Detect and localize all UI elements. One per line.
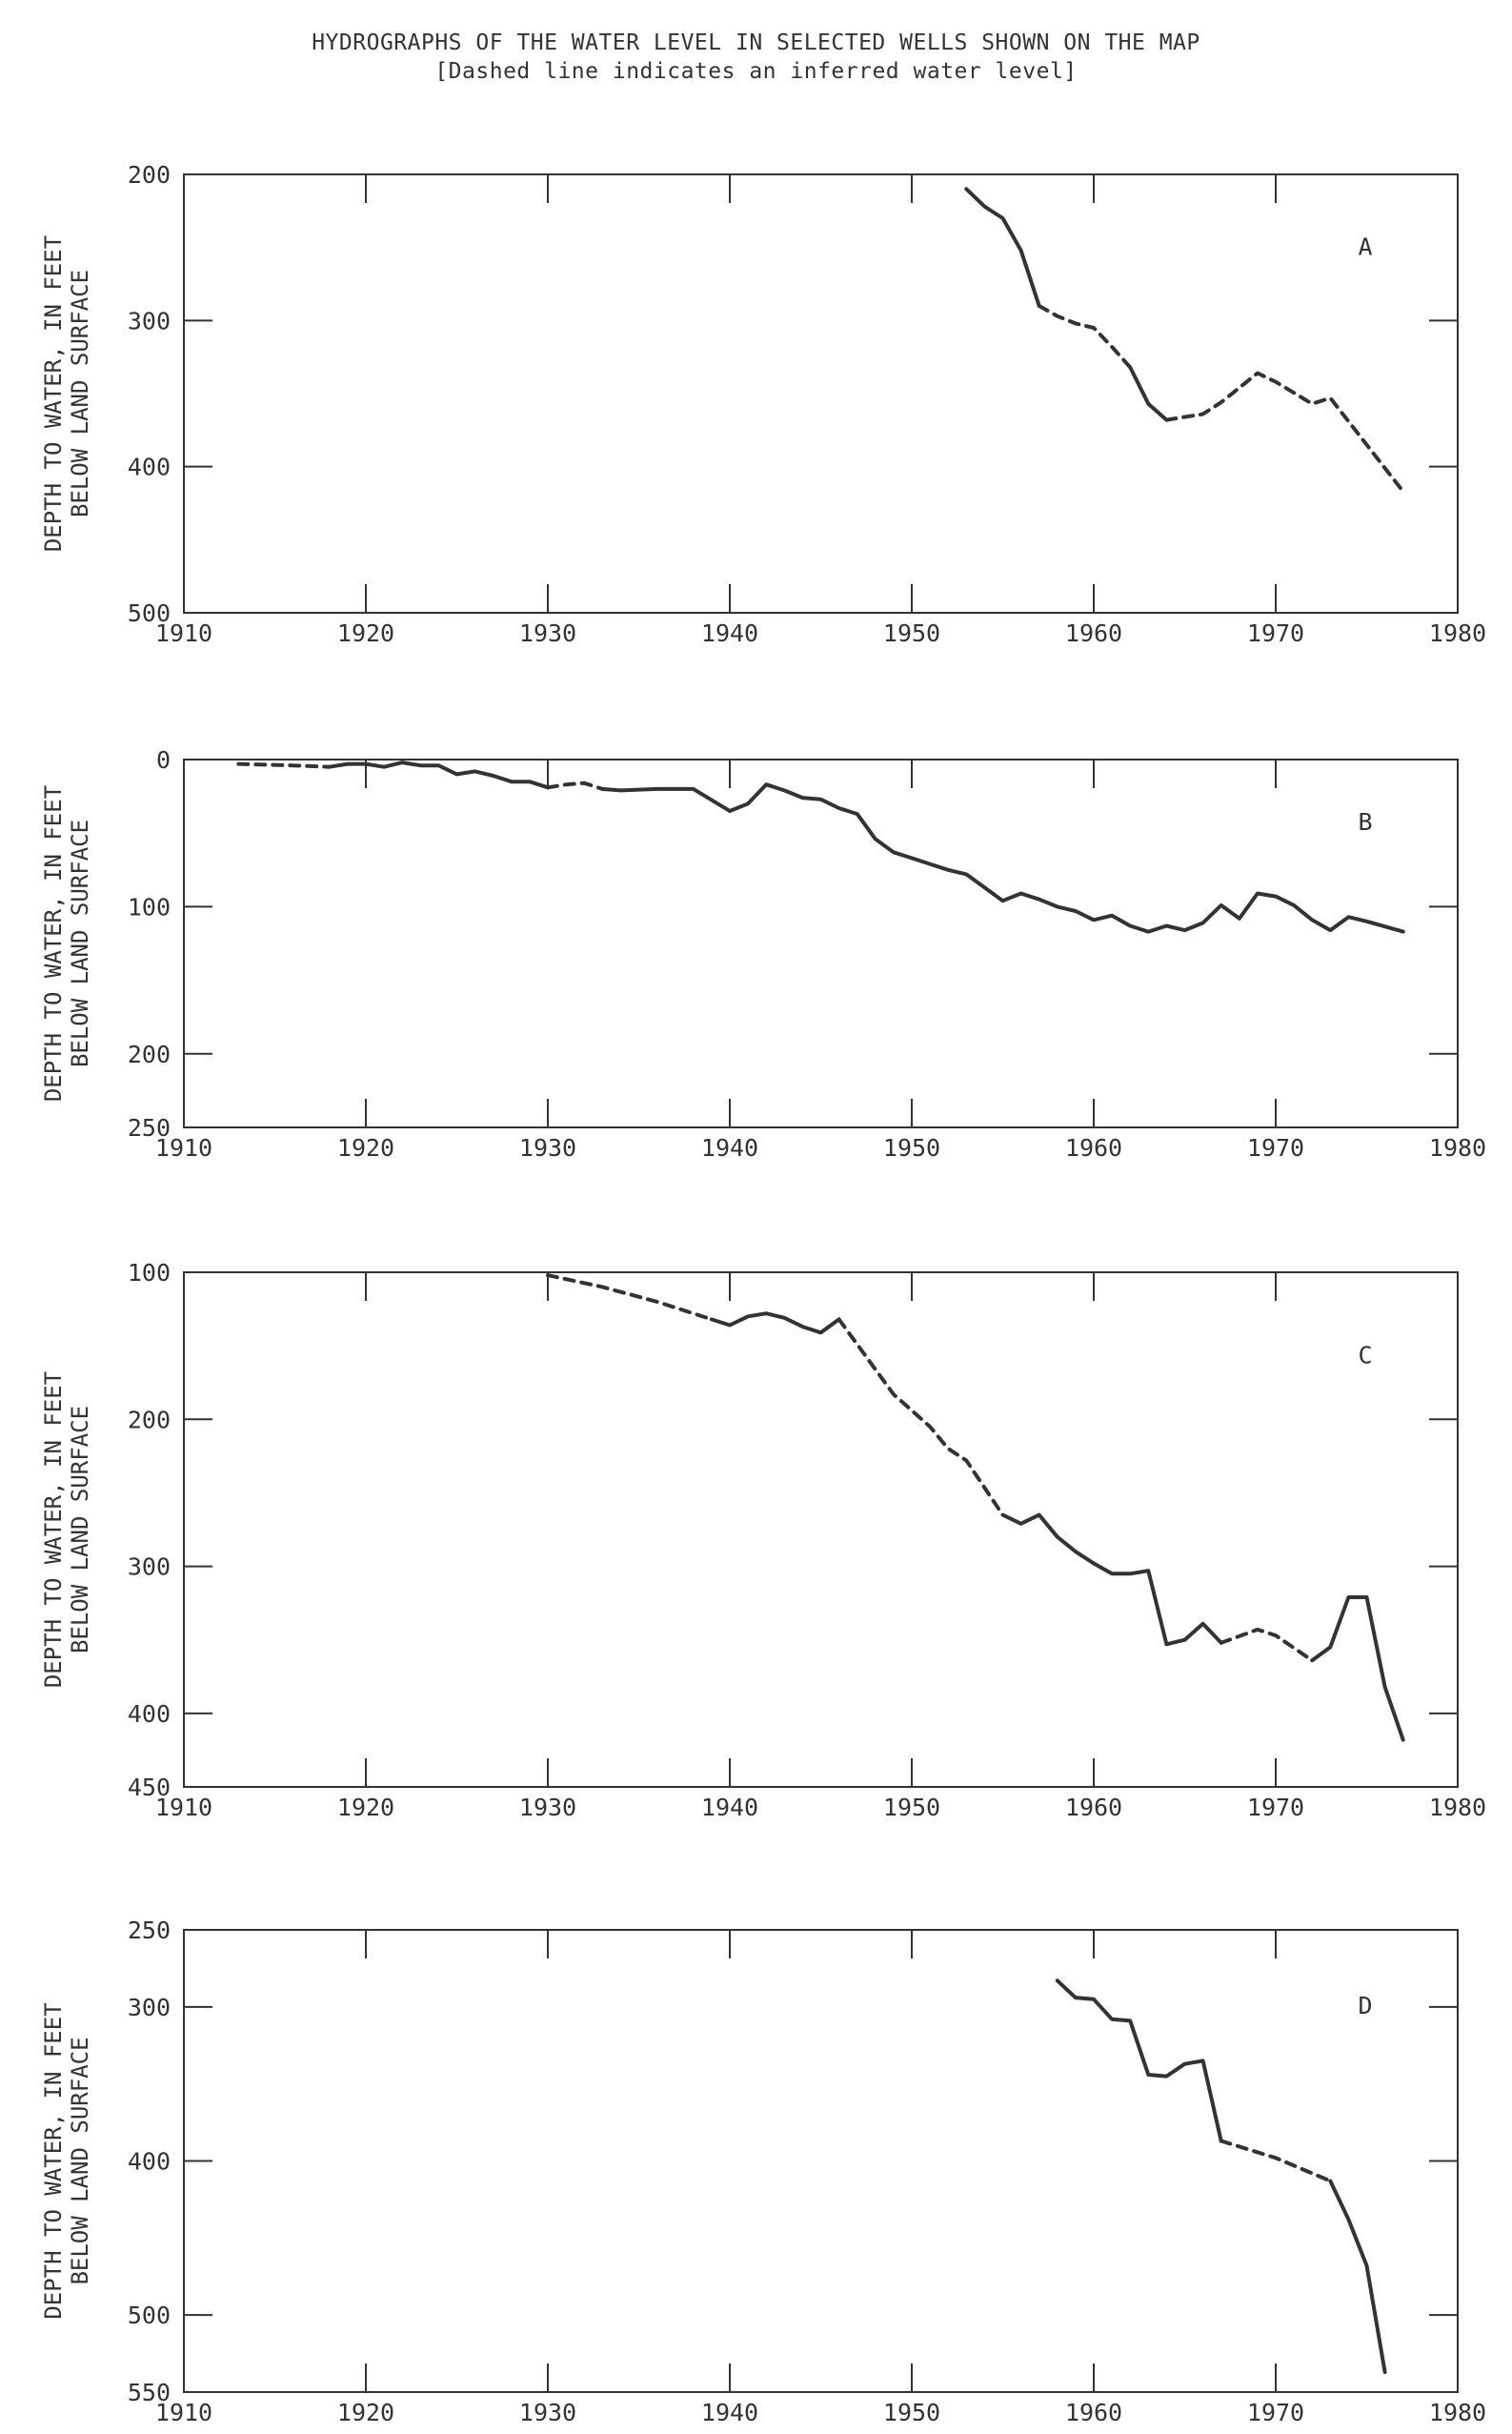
y-tick-label: 500	[128, 599, 171, 627]
y-axis-label-line-2: BELOW LAND SURFACE	[67, 820, 93, 1067]
y-tick-label: 0	[156, 746, 171, 774]
x-tick-label: 1940	[701, 2399, 758, 2426]
chart-panel-a: 1910 1920 1930 1940 1950 1960 1970 1980 200 300 40…	[40, 161, 1486, 647]
y-tick-label: 400	[128, 1700, 171, 1728]
x-tick-label: 1960	[1065, 1794, 1122, 1821]
x-tick-label: 1970	[1247, 2399, 1304, 2426]
x-tick-label: 1920	[337, 619, 394, 647]
x-tick-label: 1970	[1247, 1134, 1304, 1162]
y-tick-label: 100	[128, 1259, 171, 1287]
x-tick-label: 1980	[1429, 1134, 1486, 1162]
y-tick-label: 400	[128, 2148, 171, 2176]
y-axis-label-line-2: BELOW LAND SURFACE	[67, 2037, 93, 2284]
y-axis-label-line-2: BELOW LAND SURFACE	[67, 270, 93, 517]
well-label: A	[1358, 233, 1372, 260]
water-level-line-solid	[1055, 1978, 1223, 2143]
water-level-line-solid	[709, 1311, 841, 1335]
water-level-line-solid	[1328, 2179, 1387, 2374]
water-level-line-dashed	[1164, 371, 1405, 494]
y-axis-label-line-1: DEPTH TO WATER, IN FEET	[40, 2002, 67, 2319]
y-tick-label: 100	[128, 893, 171, 921]
x-tick-label: 1910	[155, 1794, 212, 1821]
y-axis-label-line-1: DEPTH TO WATER, IN FEET	[40, 1371, 67, 1688]
well-label: D	[1358, 1992, 1372, 2019]
water-level-line-dashed	[546, 1273, 714, 1322]
x-tick-label: 1950	[883, 2399, 940, 2426]
x-tick-label: 1980	[1429, 2399, 1486, 2426]
water-level-line-dashed	[837, 1317, 1005, 1517]
y-tick-label: 450	[128, 1774, 171, 1801]
chart-panel-c: 1910 1920 1930 1940 1950 1960 1970 1980 100 200 30…	[40, 1259, 1486, 1821]
x-tick-label: 1970	[1247, 619, 1304, 647]
x-tick-label: 1910	[155, 619, 212, 647]
y-axis-label: DEPTH TO WATER, IN FEETBELOW LAND SURFAC…	[40, 785, 93, 1102]
y-tick-label: 400	[128, 454, 171, 481]
y-axis-label-line-1: DEPTH TO WATER, IN FEET	[40, 235, 67, 552]
x-tick-label: 1930	[519, 1794, 576, 1821]
y-tick-label: 300	[128, 307, 171, 335]
y-tick-label: 200	[128, 161, 171, 189]
plot-frame	[183, 1271, 1459, 1788]
well-label: C	[1358, 1342, 1372, 1369]
x-tick-label: 1960	[1065, 2399, 1122, 2426]
y-axis-label-line-2: BELOW LAND SURFACE	[67, 1406, 93, 1653]
x-tick-label: 1920	[337, 2399, 394, 2426]
water-level-line-dashed	[546, 781, 605, 791]
x-tick-label: 1950	[883, 1794, 940, 1821]
plot-frame	[183, 173, 1459, 614]
well-label: B	[1358, 808, 1372, 836]
x-tick-label: 1960	[1065, 619, 1122, 647]
chart-header: HYDROGRAPHS OF THE WATER LEVEL IN SELECT…	[0, 29, 1512, 86]
y-tick-label: 200	[128, 1406, 171, 1433]
x-tick-label: 1920	[337, 1794, 394, 1821]
y-tick-label: 200	[128, 1041, 171, 1068]
water-level-line-dashed	[1219, 1627, 1315, 1663]
x-tick-label: 1910	[155, 2399, 212, 2426]
x-tick-label: 1930	[519, 1134, 576, 1162]
y-axis-label: DEPTH TO WATER, IN FEETBELOW LAND SURFAC…	[40, 1371, 93, 1688]
x-tick-label: 1910	[155, 1134, 212, 1162]
x-tick-label: 1930	[519, 2399, 576, 2426]
y-tick-label: 250	[128, 1114, 171, 1142]
x-tick-label: 1940	[701, 1794, 758, 1821]
chart-panel-b: 1910 1920 1930 1940 1950 1960 1970 1980 0 100 200 2…	[40, 746, 1486, 1162]
plot-frame	[183, 1929, 1459, 2393]
y-tick-label: 500	[128, 2302, 171, 2329]
water-level-line-solid	[1000, 1512, 1223, 1647]
x-tick-label: 1940	[701, 619, 758, 647]
x-tick-label: 1920	[337, 1134, 394, 1162]
water-level-line-solid	[600, 782, 1405, 934]
x-tick-label: 1950	[883, 619, 940, 647]
water-level-line-solid	[327, 761, 550, 790]
chart-title: HYDROGRAPHS OF THE WATER LEVEL IN SELECT…	[312, 30, 1200, 55]
x-tick-label: 1960	[1065, 1134, 1122, 1162]
y-tick-label: 300	[128, 1994, 171, 2021]
chart-panel-d: 1910 1920 1930 1940 1950 1960 1970 1980 250 300 40…	[40, 1917, 1486, 2426]
y-axis-label: DEPTH TO WATER, IN FEETBELOW LAND SURFAC…	[40, 235, 93, 552]
water-level-line-dashed	[1037, 304, 1133, 370]
x-tick-label: 1950	[883, 1134, 940, 1162]
x-tick-label: 1980	[1429, 619, 1486, 647]
y-tick-label: 300	[128, 1553, 171, 1581]
y-tick-label: 250	[128, 1917, 171, 1944]
water-level-line-solid	[1310, 1595, 1405, 1742]
water-level-line-solid	[1128, 365, 1169, 422]
chart-subtitle: [Dashed line indicates an inferred water…	[434, 59, 1078, 84]
x-tick-label: 1970	[1247, 1794, 1304, 1821]
water-level-line-dashed	[1219, 2139, 1333, 2183]
water-level-line-dashed	[236, 761, 332, 769]
x-tick-label: 1940	[701, 1134, 758, 1162]
y-axis-label-line-1: DEPTH TO WATER, IN FEET	[40, 785, 67, 1102]
y-axis-label: DEPTH TO WATER, IN FEETBELOW LAND SURFAC…	[40, 2002, 93, 2319]
water-level-line-solid	[964, 187, 1041, 308]
y-tick-label: 550	[128, 2379, 171, 2406]
x-tick-label: 1980	[1429, 1794, 1486, 1821]
x-tick-label: 1930	[519, 619, 576, 647]
plot-frame	[183, 759, 1459, 1128]
